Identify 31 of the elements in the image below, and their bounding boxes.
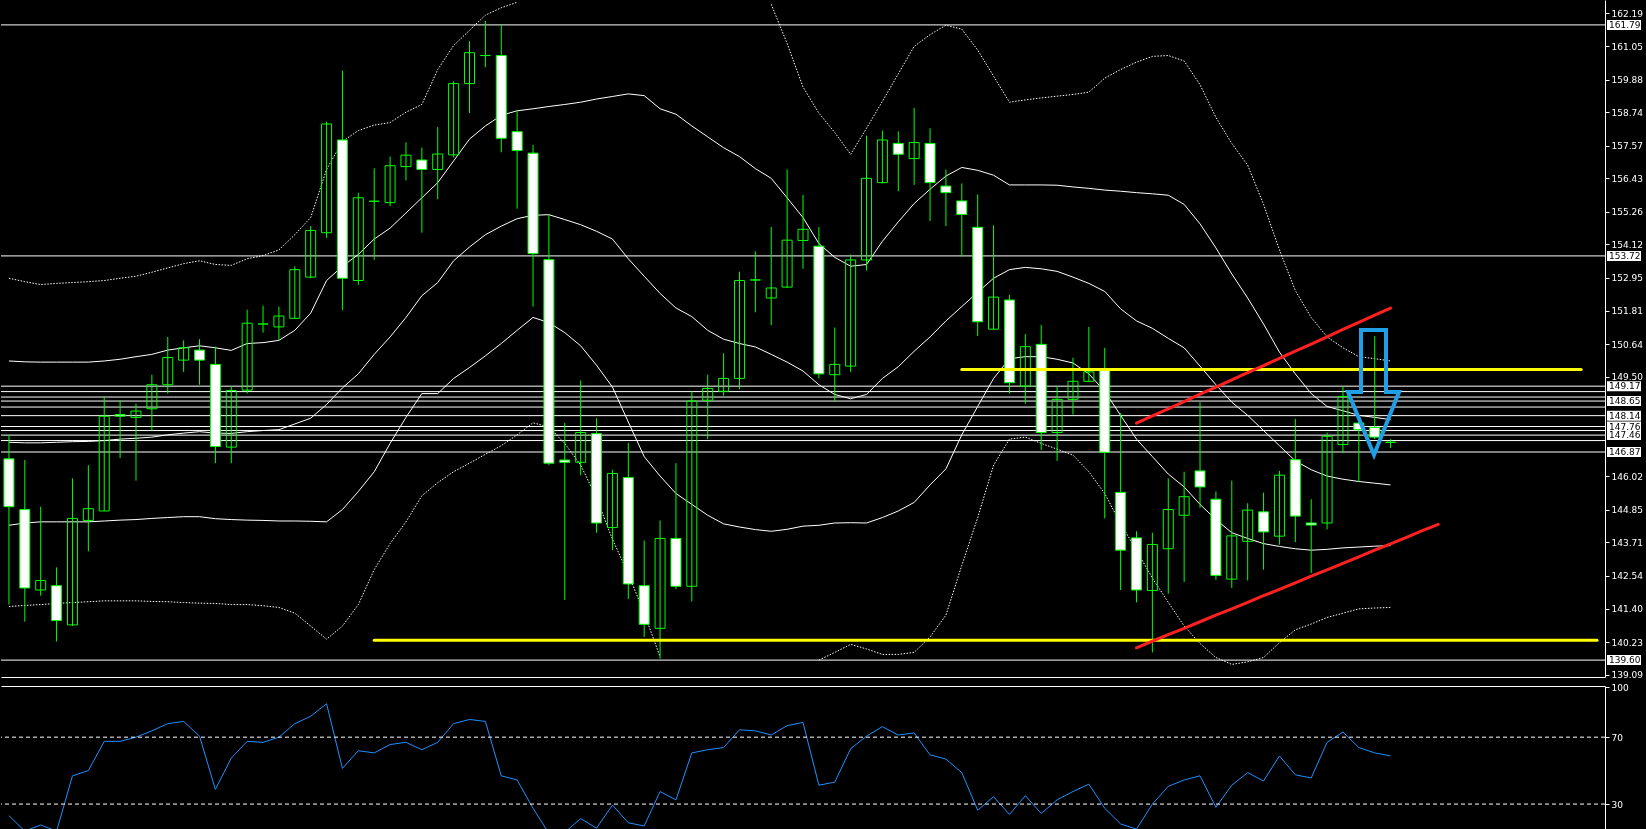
y-tick-label: 142.54 [1611,571,1644,582]
ref-line-label: 148.65 [1609,396,1641,407]
ref-line-label: 149.17 [1609,381,1641,392]
y-tick-label: 143.71 [1611,537,1643,548]
y-tick-label: 144.85 [1611,505,1643,516]
y-tick-label: 154.12 [1611,239,1643,250]
y-tick-label: 155.26 [1611,207,1644,218]
y-tick-label: 30 [1611,799,1624,810]
y-tick-label: 150.64 [1611,339,1644,350]
y-tick-label: 149.50 [1611,372,1644,383]
y-tick-label: 161.05 [1611,41,1643,52]
y-tick-label: 158.74 [1611,107,1644,118]
ref-line-label: 139.60 [1609,655,1641,666]
y-tick-label: 162.19 [1611,8,1644,19]
y-tick-label: 159.88 [1611,75,1644,86]
y-tick-label: 70 [1611,732,1624,743]
y-tick-label: 156.43 [1611,173,1643,184]
ref-line-label: 146.87 [1609,447,1641,457]
y-tick-label: 139.09 [1611,670,1644,681]
y-tick-label: 152.95 [1611,273,1643,284]
y-tick-label: 141.40 [1611,604,1644,615]
ref-line-label: 147.46 [1609,430,1641,441]
y-tick-label: 157.57 [1611,141,1643,152]
y-tick-label: 140.23 [1611,637,1643,648]
ref-line-label: 148.14 [1609,410,1641,421]
y-tick-label: 100 [1611,682,1629,693]
y-tick-label: 146.02 [1611,471,1643,482]
ref-line-label: 153.72 [1609,250,1641,261]
y-tick-label: 151.81 [1611,306,1643,317]
ref-line-label: 161.79 [1609,19,1641,30]
ref-line-label: 147.76 [1609,421,1641,432]
